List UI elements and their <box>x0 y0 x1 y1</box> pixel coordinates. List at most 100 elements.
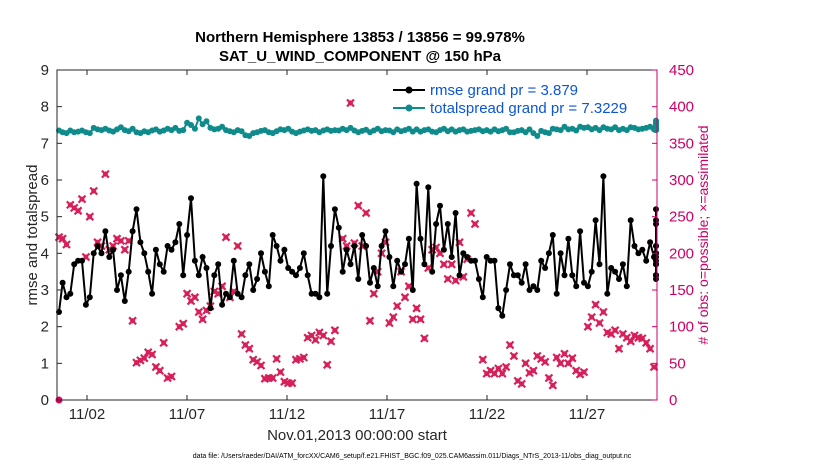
assimilated-obs-marker <box>610 326 620 335</box>
assimilated-obs-marker <box>645 344 655 353</box>
assimilated-obs-marker <box>237 329 246 339</box>
series-point <box>573 127 580 134</box>
y-tick-label: 1 <box>41 355 49 372</box>
assimilated-obs-marker <box>287 378 297 388</box>
series-point <box>86 294 93 301</box>
series-point <box>203 265 210 271</box>
legend-rmse-label: rmse grand pr = 3.879 <box>430 82 578 99</box>
marker-core <box>522 360 529 367</box>
series-point <box>90 250 97 257</box>
y-right-tick-label: 400 <box>669 99 694 116</box>
legend-spread-label: totalspread grand pr = 7.3229 <box>430 100 627 117</box>
series-point <box>534 133 541 139</box>
assimilated-obs-marker <box>501 362 511 372</box>
series-point <box>542 265 549 271</box>
series-point <box>653 261 659 268</box>
series-point <box>421 261 428 268</box>
series-point <box>643 257 650 264</box>
series-point <box>363 243 370 249</box>
assimilated-obs-marker <box>167 372 176 381</box>
assimilated-obs-marker <box>245 344 254 353</box>
assimilated-obs-marker <box>385 318 394 328</box>
series-point <box>273 243 280 249</box>
series-point <box>238 294 245 301</box>
x-tick-label: 11/02 <box>69 406 105 423</box>
assimilated-obs-marker <box>276 367 285 377</box>
series-point <box>82 301 89 308</box>
assimilated-obs-marker <box>509 351 519 361</box>
y-axis-label: rmse and totalspread <box>24 165 41 306</box>
assimilated-obs-marker <box>147 350 157 359</box>
series-point <box>386 254 393 260</box>
series-point <box>250 287 257 293</box>
series-point <box>402 261 408 268</box>
series-point <box>374 283 381 290</box>
assimilated-obs-marker <box>451 276 460 285</box>
series-point <box>627 217 634 224</box>
series-point <box>456 272 463 279</box>
series-point <box>102 228 109 235</box>
marker-core <box>643 339 650 346</box>
series-point <box>230 257 237 264</box>
series-point <box>647 239 654 246</box>
marker-core <box>557 360 564 367</box>
series-point <box>223 290 229 297</box>
assimilated-obs-marker <box>140 353 149 363</box>
series-point <box>71 261 78 268</box>
obs-markers <box>54 98 659 404</box>
y-tick-label: 3 <box>41 282 49 299</box>
series-point <box>635 250 642 257</box>
assimilated-obs-marker <box>591 300 600 309</box>
series-point <box>592 217 599 224</box>
series-point <box>180 127 187 134</box>
series-point <box>499 312 506 319</box>
series-point <box>588 268 595 275</box>
series-point <box>137 239 144 246</box>
series-point <box>351 243 358 249</box>
marker-core <box>511 353 517 359</box>
assimilated-obs-marker <box>128 316 137 326</box>
series-point <box>149 290 156 297</box>
series-point <box>129 125 136 132</box>
series-point <box>63 294 70 301</box>
series-point <box>573 283 580 290</box>
series-point <box>355 276 362 282</box>
series-point <box>117 272 124 279</box>
assimilated-obs-marker <box>198 315 207 324</box>
series-point <box>394 257 401 264</box>
series-point <box>156 261 163 268</box>
y-right-tick-label: 50 <box>669 355 686 372</box>
assimilated-obs-marker <box>552 353 561 362</box>
series-point <box>378 243 385 249</box>
series-point <box>475 276 482 282</box>
y-tick-label: 2 <box>41 319 49 336</box>
assimilated-obs-marker <box>182 289 192 298</box>
y-axis-label-right: # of obs: o=possible; ×=assimilated <box>695 125 711 344</box>
series-point <box>429 268 436 275</box>
x-tick-label: 11/22 <box>469 406 505 423</box>
series-point <box>114 287 120 293</box>
series-point <box>79 257 85 264</box>
series-point <box>581 279 587 286</box>
series-point <box>211 272 218 279</box>
legend: rmse grand pr = 3.879 totalspread grand … <box>393 82 627 117</box>
series-point <box>145 268 152 275</box>
marker-core <box>549 382 556 389</box>
series-point <box>577 228 584 235</box>
series-point <box>226 294 233 301</box>
series-point <box>168 246 175 253</box>
series-point <box>444 221 451 227</box>
series-point <box>141 250 148 257</box>
x-tick-label: 11/27 <box>569 406 605 423</box>
assimilated-obs-marker <box>299 353 309 362</box>
y-tick-label: 5 <box>41 209 49 226</box>
series-point <box>180 272 187 279</box>
assimilated-obs-marker <box>470 219 480 229</box>
series-point <box>425 184 432 191</box>
series-point <box>530 283 537 290</box>
x-axis-label: Nov.01,2013 00:00:00 start <box>267 427 448 444</box>
assimilated-obs-marker <box>319 331 328 340</box>
assimilated-obs-marker <box>268 373 277 383</box>
assimilated-obs-marker <box>416 315 425 324</box>
assimilated-obs-marker <box>641 338 651 348</box>
